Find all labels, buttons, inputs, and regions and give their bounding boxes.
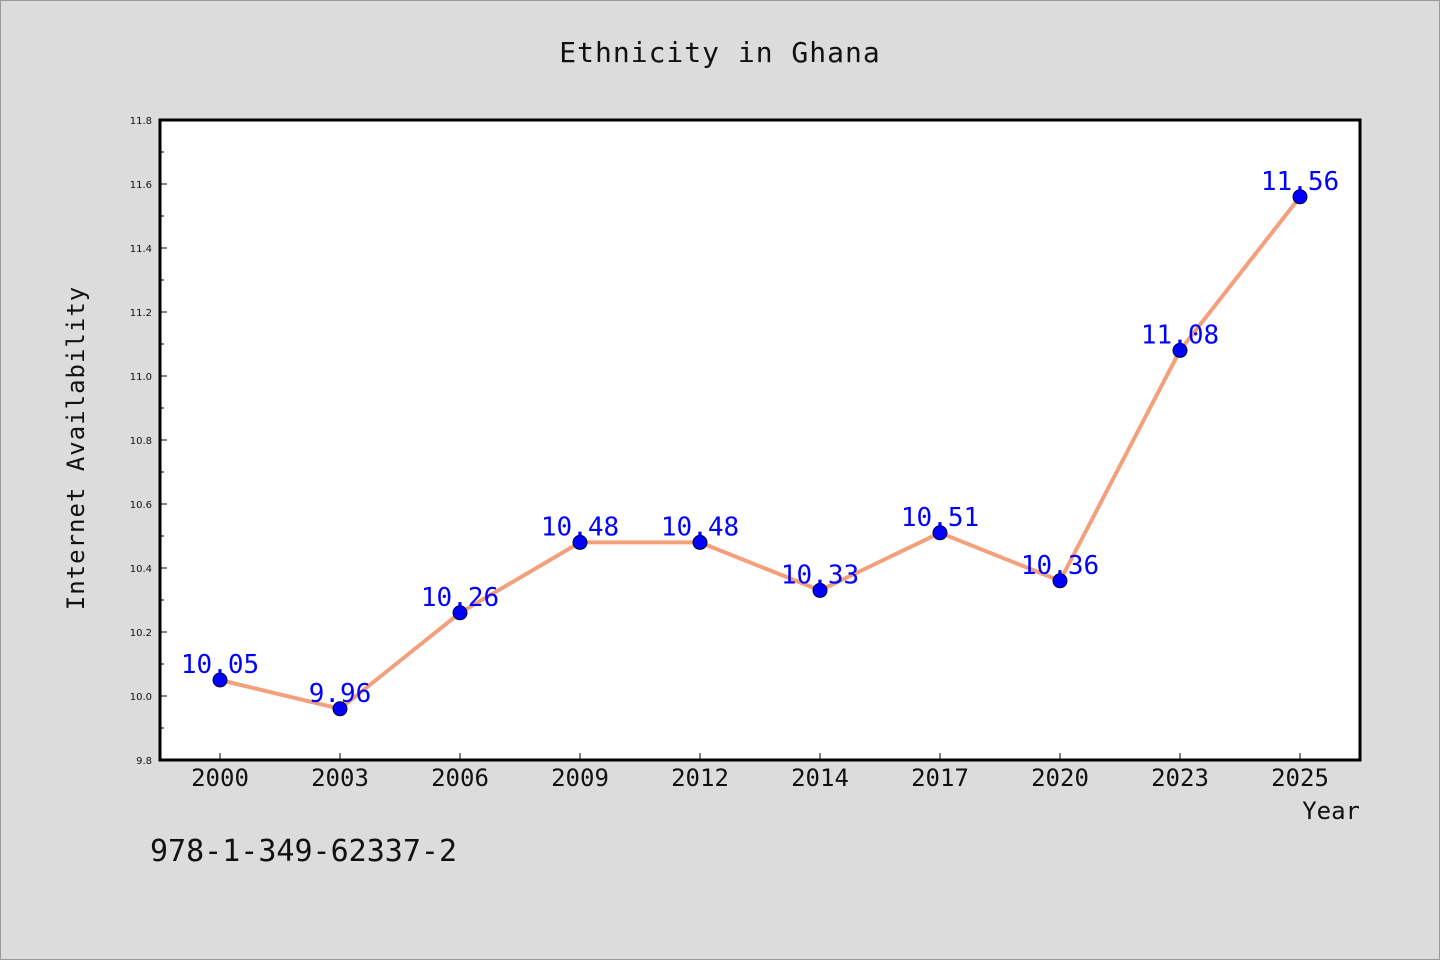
- x-tick-label: 2014: [791, 764, 849, 792]
- y-tick-label: 10.0: [130, 692, 152, 703]
- isbn-text: 978-1-349-62337-2: [150, 834, 458, 869]
- data-label: 11.08: [1141, 320, 1219, 350]
- y-tick-label: 10.8: [130, 436, 152, 447]
- chart-title: Ethnicity in Ghana: [559, 36, 881, 69]
- data-point: [1172, 342, 1188, 358]
- y-tick-label: 11.8: [130, 116, 152, 127]
- data-point: [212, 672, 228, 688]
- y-tick-label: 10.6: [130, 500, 152, 511]
- data-label: 10.48: [661, 512, 739, 542]
- y-tick-label: 11.0: [130, 372, 152, 383]
- y-tick-label: 10.2: [130, 628, 152, 639]
- x-tick-label: 2003: [311, 764, 369, 792]
- x-tick-label: 2012: [671, 764, 729, 792]
- y-tick-label: 10.4: [130, 564, 152, 575]
- data-point: [332, 701, 348, 717]
- data-label: 10.33: [781, 560, 859, 590]
- y-tick-label: 11.4: [130, 244, 152, 255]
- x-tick-label: 2006: [431, 764, 489, 792]
- y-tick-label: 11.6: [130, 180, 152, 191]
- data-label: 11.56: [1261, 167, 1339, 197]
- data-label: 10.26: [421, 583, 499, 613]
- data-point: [572, 534, 588, 550]
- x-axis-label: Year: [1302, 797, 1360, 825]
- data-point: [1052, 573, 1068, 589]
- data-label: 10.51: [901, 503, 979, 533]
- data-label: 10.48: [541, 512, 619, 542]
- plot-area: [158, 118, 1362, 762]
- data-point: [1292, 189, 1308, 205]
- data-label: 9.96: [309, 679, 372, 709]
- x-tick-label: 2025: [1271, 764, 1329, 792]
- data-label: 10.36: [1021, 551, 1099, 581]
- data-point: [812, 582, 828, 598]
- data-point: [692, 534, 708, 550]
- x-tick-label: 2000: [191, 764, 249, 792]
- series-line: [219, 195, 1302, 711]
- x-tick-label: 2023: [1151, 764, 1209, 792]
- x-tick-label: 2017: [911, 764, 969, 792]
- x-tick-label: 2020: [1031, 764, 1089, 792]
- data-point: [932, 525, 948, 541]
- data-point: [452, 605, 468, 621]
- y-tick-label: 9.8: [136, 756, 152, 767]
- data-label: 10.05: [181, 650, 259, 680]
- x-tick-label: 2009: [551, 764, 609, 792]
- y-tick-label: 11.2: [130, 308, 152, 319]
